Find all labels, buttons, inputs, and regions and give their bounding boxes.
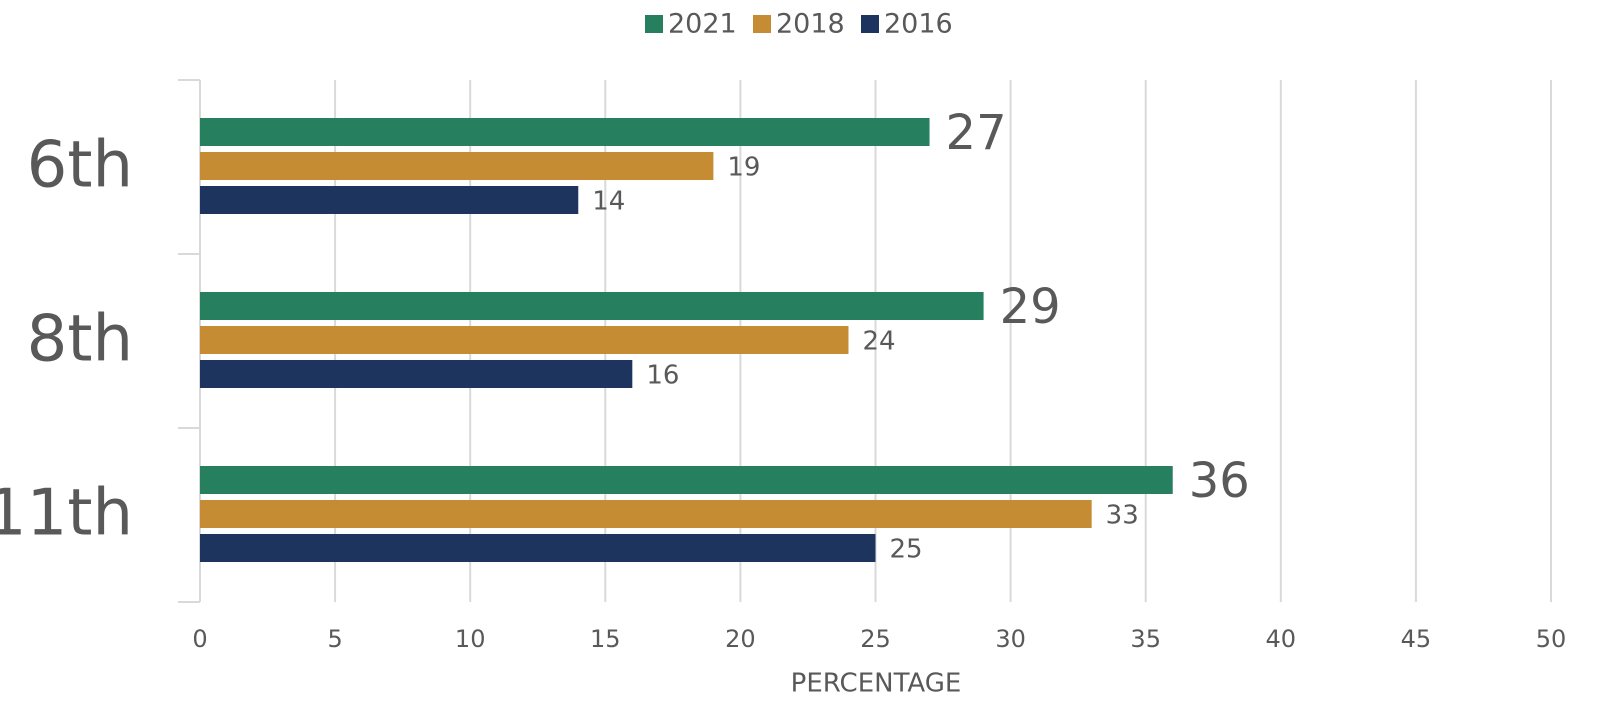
x-tick-label: 10 — [455, 625, 486, 653]
x-tick-label: 0 — [192, 625, 207, 653]
data-label: 25 — [890, 535, 923, 565]
bar — [200, 152, 714, 180]
bar — [200, 186, 579, 214]
data-label: 24 — [862, 327, 895, 357]
bar — [200, 466, 1173, 494]
x-tick-label: 30 — [995, 625, 1026, 653]
y-tick-label: 8th — [27, 303, 133, 377]
legend-swatch — [645, 15, 663, 33]
x-tick-label: 40 — [1266, 625, 1297, 653]
legend-label: 2016 — [884, 9, 953, 40]
bar — [200, 326, 849, 354]
data-label: 27 — [946, 105, 1007, 161]
legend-swatch — [753, 15, 771, 33]
data-label: 29 — [1000, 279, 1061, 335]
bar — [200, 534, 876, 562]
x-tick-label: 35 — [1130, 625, 1161, 653]
x-tick-label: 15 — [590, 625, 621, 653]
y-tick-label: 11th — [0, 477, 133, 551]
bar — [200, 118, 930, 146]
bar — [200, 292, 984, 320]
data-label: 19 — [727, 153, 760, 183]
legend-label: 2021 — [668, 9, 737, 40]
data-label: 14 — [592, 187, 625, 217]
legend-label: 2018 — [776, 9, 845, 40]
x-tick-label: 5 — [327, 625, 342, 653]
x-axis-title: PERCENTAGE — [791, 669, 962, 699]
bar — [200, 360, 633, 388]
data-label: 36 — [1189, 453, 1250, 509]
y-tick-label: 6th — [27, 129, 133, 203]
x-tick-label: 20 — [725, 625, 756, 653]
data-label: 16 — [646, 361, 679, 391]
x-tick-label: 25 — [860, 625, 891, 653]
bar — [200, 500, 1092, 528]
x-tick-label: 50 — [1536, 625, 1567, 653]
x-tick-label: 45 — [1401, 625, 1432, 653]
legend-swatch — [861, 15, 879, 33]
data-label: 33 — [1106, 501, 1139, 531]
